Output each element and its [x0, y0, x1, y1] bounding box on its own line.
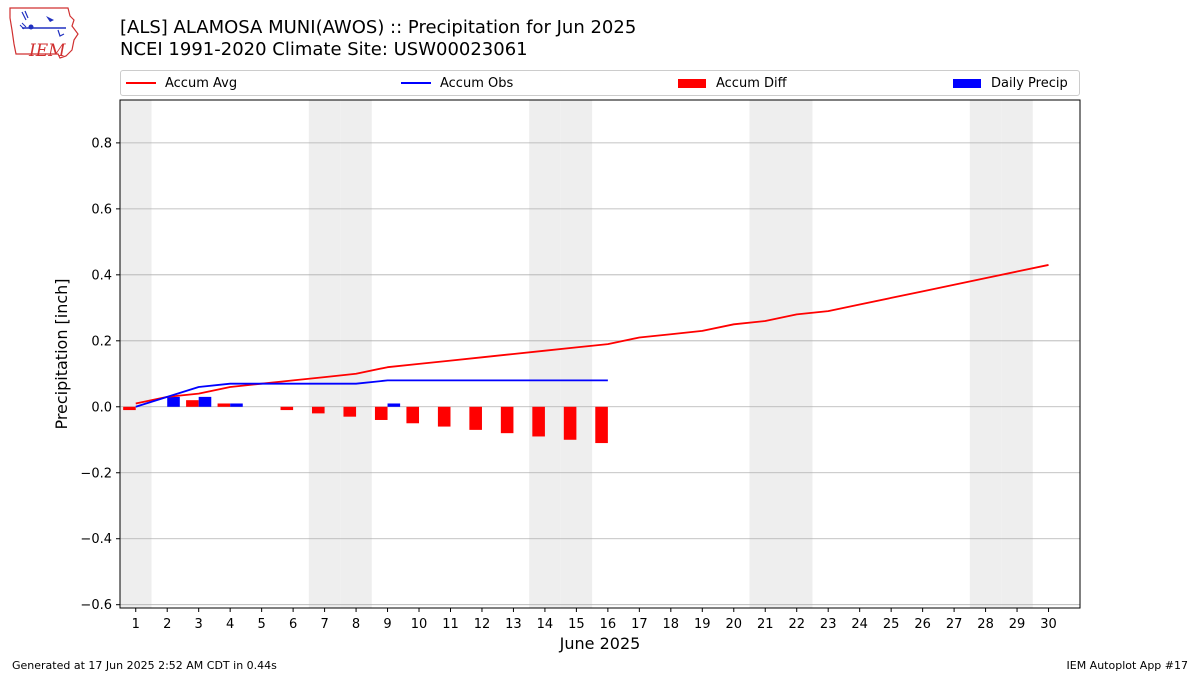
x-tick-label: 19: [694, 617, 711, 632]
x-tick-label: 21: [757, 617, 774, 632]
x-tick-label: 27: [946, 617, 963, 632]
accum-diff-bar: [437, 406, 451, 427]
weekend-band-day-1: [120, 100, 152, 608]
x-tick-label: 18: [663, 617, 680, 632]
accum-diff-bar: [123, 406, 136, 411]
x-tick-label: 3: [195, 617, 203, 632]
y-axis-label: Precipitation [inch]: [52, 278, 71, 429]
weekend-band-day-15: [560, 100, 593, 608]
y-tick-label: −0.2: [80, 466, 112, 481]
series-line-accum-obs: [135, 379, 608, 408]
weekend-band-day-8: [340, 100, 372, 608]
legend-label-accum-obs: Accum Obs: [440, 75, 514, 91]
x-tick-label: 22: [788, 617, 805, 632]
accum-diff-bar: [217, 403, 231, 407]
x-tick-label: 26: [914, 617, 931, 632]
daily-precip-bar: [387, 403, 401, 407]
y-tick-label: 0.2: [91, 334, 112, 349]
weekend-band-day-28: [969, 100, 1002, 608]
legend-item-accum-diff: Accum Diff: [678, 71, 787, 95]
x-tick-label: 9: [383, 617, 391, 632]
x-tick-label: 8: [352, 617, 360, 632]
accum-diff-bar: [343, 406, 357, 417]
y-tick-label: 0.0: [91, 400, 112, 415]
y-tick-label: 0.6: [91, 202, 112, 217]
x-tick-label: 30: [1040, 617, 1057, 632]
logo-text: IEM: [29, 41, 66, 61]
x-tick-label: 5: [257, 617, 265, 632]
x-axis-label: June 2025: [559, 634, 641, 653]
daily-precip-bar: [230, 403, 243, 407]
weekend-band-day-21: [749, 100, 781, 608]
chart-subtitle: NCEI 1991-2020 Climate Site: USW00023061: [120, 39, 528, 60]
weekend-band-day-7: [308, 100, 341, 608]
x-tick-label: 16: [600, 617, 617, 632]
daily-precip-bar: [167, 396, 180, 407]
x-tick-label: 24: [851, 617, 868, 632]
x-tick-label: 14: [537, 617, 554, 632]
legend-label-accum-diff: Accum Diff: [716, 75, 787, 91]
accum-diff-bar: [500, 406, 514, 434]
legend-item-daily-precip: Daily Precip: [953, 71, 1068, 95]
x-tick-label: 25: [883, 617, 900, 632]
x-tick-label: 11: [442, 617, 459, 632]
weekend-band-day-29: [1001, 100, 1033, 608]
iowa-map-icon: [9, 7, 79, 59]
legend-label-accum-avg: Accum Avg: [165, 75, 238, 91]
x-tick-label: 7: [320, 617, 328, 632]
x-tick-label: 4: [226, 617, 234, 632]
daily-precip-bar: [198, 396, 212, 407]
x-tick-label: 2: [163, 617, 171, 632]
x-tick-label: 17: [631, 617, 648, 632]
y-tick-label: 0.8: [91, 136, 112, 151]
x-tick-label: 15: [568, 617, 585, 632]
y-tick-label: 0.4: [91, 268, 112, 283]
accum-diff-bar: [563, 406, 577, 440]
x-tick-label: 6: [289, 617, 297, 632]
accum-diff-bar: [374, 406, 388, 420]
accum-diff-bar: [595, 406, 608, 444]
x-tick-label: 29: [1009, 617, 1026, 632]
accum-diff-bar: [280, 406, 294, 411]
series-line-accum-avg: [135, 264, 1049, 405]
generated-timestamp: Generated at 17 Jun 2025 2:52 AM CDT in …: [12, 659, 277, 672]
chart-title: [ALS] ALAMOSA MUNI(AWOS) :: Precipitatio…: [120, 17, 637, 38]
x-tick-label: 13: [505, 617, 522, 632]
x-tick-label: 28: [977, 617, 994, 632]
weekend-band-day-22: [780, 100, 813, 608]
legend: Accum Avg Accum Obs Accum Diff Daily Pre…: [120, 70, 1080, 96]
weekend-band-day-14: [529, 100, 561, 608]
x-tick-label: 20: [725, 617, 742, 632]
legend-swatch-accum-avg: [126, 82, 156, 84]
autoplot-app-label: IEM Autoplot App #17: [1066, 659, 1189, 672]
legend-swatch-daily-precip: [953, 78, 981, 88]
accum-diff-bar: [532, 406, 545, 437]
legend-item-accum-avg: Accum Avg: [126, 71, 237, 95]
x-tick-label: 12: [474, 617, 491, 632]
plot-area: [120, 100, 1080, 608]
legend-swatch-accum-obs: [401, 82, 431, 84]
accum-diff-bar: [469, 406, 482, 430]
plot-frame: [119, 99, 1081, 609]
legend-label-daily-precip: Daily Precip: [991, 75, 1068, 91]
x-tick-label: 23: [820, 617, 837, 632]
accum-diff-bar: [312, 406, 325, 414]
legend-item-accum-obs: Accum Obs: [401, 71, 513, 95]
iem-logo: IEM: [8, 6, 80, 61]
y-tick-label: −0.4: [80, 532, 112, 547]
accum-diff-bar: [406, 406, 420, 424]
x-tick-label: 10: [411, 617, 428, 632]
accum-diff-bar: [186, 400, 199, 407]
legend-swatch-accum-diff: [678, 78, 706, 88]
x-tick-label: 1: [132, 617, 140, 632]
y-tick-label: −0.6: [80, 598, 112, 613]
